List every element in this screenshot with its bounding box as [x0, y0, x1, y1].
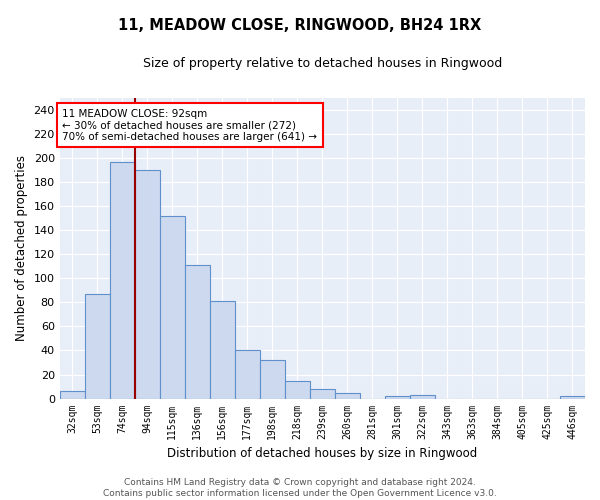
Bar: [59, 392, 85, 398]
Bar: [310, 389, 335, 398]
Text: Contains HM Land Registry data © Crown copyright and database right 2024.
Contai: Contains HM Land Registry data © Crown c…: [103, 478, 497, 498]
Bar: [260, 360, 285, 399]
Bar: [235, 350, 260, 399]
Bar: [135, 170, 160, 398]
Text: 11 MEADOW CLOSE: 92sqm
← 30% of detached houses are smaller (272)
70% of semi-de: 11 MEADOW CLOSE: 92sqm ← 30% of detached…: [62, 108, 317, 142]
Bar: [410, 395, 435, 398]
Bar: [185, 265, 210, 398]
Bar: [335, 392, 360, 398]
X-axis label: Distribution of detached houses by size in Ringwood: Distribution of detached houses by size …: [167, 447, 478, 460]
Y-axis label: Number of detached properties: Number of detached properties: [15, 156, 28, 342]
Bar: [85, 294, 110, 399]
Title: Size of property relative to detached houses in Ringwood: Size of property relative to detached ho…: [143, 58, 502, 70]
Bar: [110, 162, 135, 398]
Bar: [160, 216, 185, 398]
Bar: [560, 396, 585, 398]
Bar: [210, 301, 235, 398]
Text: 11, MEADOW CLOSE, RINGWOOD, BH24 1RX: 11, MEADOW CLOSE, RINGWOOD, BH24 1RX: [118, 18, 482, 32]
Bar: [285, 380, 310, 398]
Bar: [385, 396, 410, 398]
